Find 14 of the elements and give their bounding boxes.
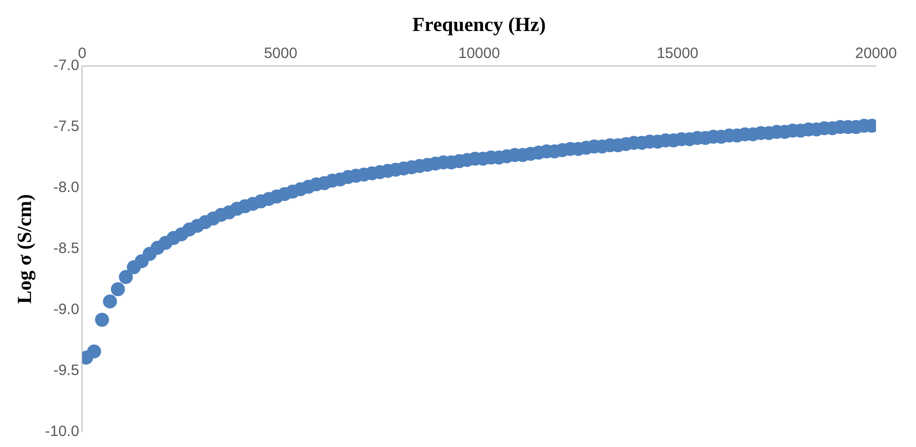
x-tick-label: 20000 <box>855 45 897 62</box>
y-tick-label: -8.0 <box>53 179 80 196</box>
y-axis-title: Log σ (S/cm) <box>14 194 36 304</box>
x-tick-label: 10000 <box>458 45 500 62</box>
y-tick-label: -9.0 <box>53 301 80 318</box>
x-tick-label: 0 <box>78 45 86 62</box>
y-tick-label: -7.0 <box>53 57 80 74</box>
x-axis-title: Frequency (Hz) <box>412 14 546 36</box>
y-tick-label: -10.0 <box>44 423 80 440</box>
x-tick-label: 5000 <box>264 45 298 62</box>
x-tick-label: 15000 <box>656 45 698 62</box>
y-tick-label: -9.5 <box>53 362 80 380</box>
y-tick-label: -8.5 <box>53 240 80 258</box>
y-tick-label: -7.5 <box>53 118 80 136</box>
